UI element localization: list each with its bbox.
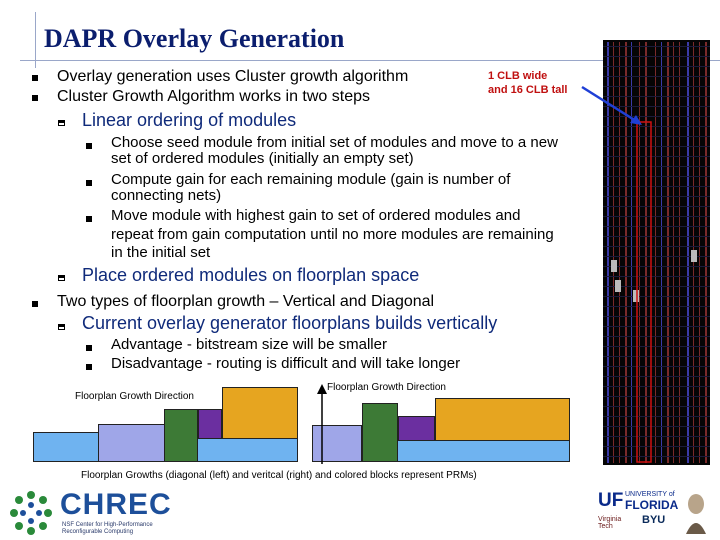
prm-block-purple — [398, 416, 435, 441]
chrec-logo: CHREC NSF Center for High-Performance Re… — [6, 488, 206, 538]
prm-block-lavender — [312, 425, 362, 462]
clb-note-line1: 1 CLB wide — [488, 70, 548, 82]
sub-bullet-marker — [58, 324, 65, 330]
step-2-line2: connecting nets) — [111, 187, 222, 204]
growth-arrow-icon — [317, 384, 327, 464]
bullet-marker — [32, 95, 38, 101]
chrec-wordmark: CHREC — [60, 488, 172, 521]
fpga-floorplan-image — [603, 40, 710, 465]
clb-note-line2: and 16 CLB tall — [488, 84, 568, 96]
bullet-marker — [32, 301, 38, 307]
partner-logos: UF UNIVERSITY of FLORIDA Virginia Tech B… — [598, 490, 710, 536]
slide-title: DAPR Overlay Generation — [44, 24, 345, 53]
uf-line1: UNIVERSITY of — [625, 491, 675, 498]
bullet-overlay-generation: Overlay generation uses Cluster growth a… — [57, 68, 409, 85]
bullet-marker — [32, 75, 38, 81]
clb-highlight-box — [636, 121, 652, 463]
vertical-floorplan: Floorplan Growth Direction — [312, 381, 570, 462]
step-3-line3: in the initial set — [111, 244, 211, 261]
uf-monogram: UF — [598, 490, 624, 511]
step-3-line1: Move module with highest gain to set of … — [111, 207, 521, 224]
title-rule-horizontal — [20, 60, 720, 61]
step-3-line2: repeat from gain computation until no mo… — [111, 226, 554, 243]
bullet-cluster-growth: Cluster Growth Algorithm works in two st… — [57, 88, 370, 105]
sub-bullet-marker — [58, 120, 65, 126]
diagonal-growth-label: Floorplan Growth Direction — [75, 391, 194, 402]
prm-block-purple — [198, 409, 222, 439]
sub-place-modules: Place ordered modules on floorplan space — [82, 265, 420, 285]
diagonal-floorplan: Floorplan Growth Direction — [33, 378, 298, 462]
portrait-icon — [686, 494, 706, 534]
pointer-arrow-icon — [581, 85, 642, 125]
disadvantage-text: Disadvantage - routing is difficult and … — [111, 355, 461, 372]
bullet-growth-types: Two types of floorplan growth – Vertical… — [57, 293, 435, 310]
step-marker — [86, 180, 92, 186]
vertical-growth-label: Floorplan Growth Direction — [327, 382, 446, 393]
advantage-text: Advantage - bitstream size will be small… — [111, 336, 387, 353]
step-1-line1: Choose seed module from initial set of m… — [111, 134, 558, 151]
sub-bullet-marker — [58, 275, 65, 281]
figure-caption: Floorplan Growths (diagonal (left) and v… — [81, 470, 477, 481]
step-marker — [86, 216, 92, 222]
step-2-line1: Compute gain for each remaining module (… — [111, 171, 511, 188]
step-marker — [86, 364, 92, 370]
chrec-subtitle-1: NSF Center for High-Performance — [62, 522, 153, 528]
vt-logo: Virginia Tech — [598, 516, 622, 530]
prm-block-orange — [435, 398, 570, 441]
sub-linear-ordering: Linear ordering of modules — [82, 110, 297, 130]
byu-logo: BYU — [642, 514, 666, 526]
title-rule-vertical — [35, 12, 36, 68]
uf-line2: FLORIDA — [625, 498, 679, 512]
chrec-subtitle-2: Reconfigurable Computing — [62, 529, 134, 535]
step-marker — [86, 143, 92, 149]
step-marker — [86, 345, 92, 351]
prm-block-orange — [222, 387, 298, 439]
prm-block-green — [164, 409, 198, 462]
chrec-emblem-icon — [10, 491, 52, 535]
step-1-line2: set of ordered modules (initially an emp… — [111, 150, 414, 167]
prm-block-green — [362, 403, 398, 462]
sub-current-generator: Current overlay generator floorplans bui… — [82, 313, 498, 333]
